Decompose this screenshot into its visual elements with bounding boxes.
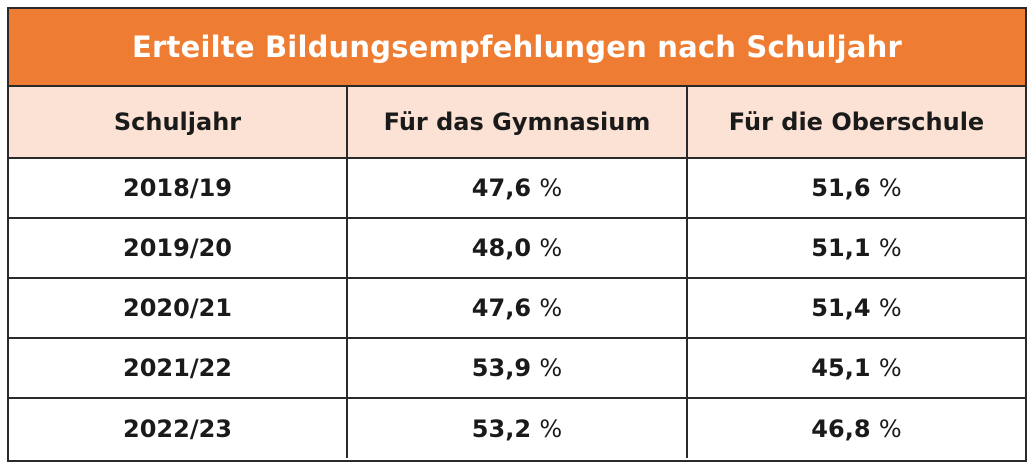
cell-year: 2019/20 bbox=[9, 217, 347, 278]
table-row: 2019/20 48,0 % 51,1 % bbox=[9, 217, 1025, 278]
cell-gymnasium: 53,2 % bbox=[346, 397, 687, 458]
cell-year: 2022/23 bbox=[9, 397, 347, 458]
cell-oberschule: 46,8 % bbox=[686, 397, 1025, 458]
cell-oberschule: 51,6 % bbox=[686, 158, 1025, 218]
table-row: 2021/22 53,9 % 45,1 % bbox=[9, 337, 1025, 398]
cell-oberschule: 45,1 % bbox=[686, 337, 1025, 398]
cell-gymnasium: 48,0 % bbox=[346, 217, 687, 278]
column-header-schuljahr: Schuljahr bbox=[9, 87, 347, 159]
column-header-oberschule: Für die Oberschule bbox=[686, 87, 1025, 159]
cell-year: 2021/22 bbox=[9, 337, 347, 398]
cell-year: 2020/21 bbox=[9, 277, 347, 338]
column-header-gymnasium: Für das Gymnasium bbox=[346, 87, 687, 159]
table-title: Erteilte Bildungsempfehlungen nach Schul… bbox=[9, 9, 1025, 87]
cell-gymnasium: 47,6 % bbox=[346, 158, 687, 218]
cell-oberschule: 51,4 % bbox=[686, 277, 1025, 338]
cell-gymnasium: 53,9 % bbox=[346, 337, 687, 398]
cell-gymnasium: 47,6 % bbox=[346, 277, 687, 338]
cell-year: 2018/19 bbox=[123, 174, 232, 202]
table-row: 2020/21 47,6 % 51,4 % bbox=[9, 277, 1025, 338]
data-table: Schuljahr Für das Gymnasium Für die Ober… bbox=[9, 87, 1025, 458]
recommendations-table: Erteilte Bildungsempfehlungen nach Schul… bbox=[7, 7, 1027, 462]
table-row: 2018/19 47,6 % 51,6 % bbox=[9, 158, 1025, 218]
table-row: 2022/23 53,2 % 46,8 % bbox=[9, 397, 1025, 458]
header-row: Schuljahr Für das Gymnasium Für die Ober… bbox=[9, 87, 1025, 159]
cell-oberschule: 51,1 % bbox=[686, 217, 1025, 278]
